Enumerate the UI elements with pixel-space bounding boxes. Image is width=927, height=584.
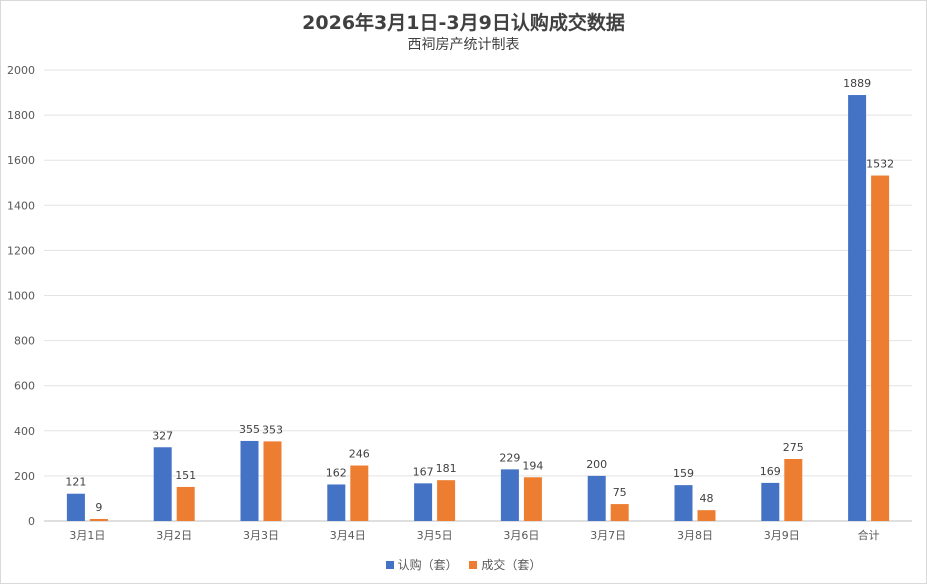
bar-deal[interactable] bbox=[697, 510, 716, 521]
bar-deal[interactable] bbox=[610, 504, 629, 521]
data-label: 200 bbox=[586, 458, 607, 471]
y-tick-label: 2000 bbox=[7, 64, 35, 77]
y-tick-label: 1800 bbox=[7, 109, 35, 122]
data-label: 355 bbox=[239, 423, 260, 436]
bar-deal[interactable] bbox=[350, 465, 369, 521]
legend-item-subscribe[interactable]: 认购（套） bbox=[385, 556, 458, 573]
x-tick-label: 3月2日 bbox=[156, 529, 192, 542]
data-label: 162 bbox=[326, 466, 347, 479]
x-tick-label: 3月3日 bbox=[243, 529, 279, 542]
bar-subscribe[interactable] bbox=[848, 95, 867, 521]
legend-swatch-deal bbox=[469, 560, 478, 569]
bar-subscribe[interactable] bbox=[240, 440, 259, 521]
x-tick-label: 3月5日 bbox=[417, 529, 453, 542]
x-axis: 3月1日 3月2日 3月3日 3月4日 3月5日 3月6日 3月7日 3月8日 3月9日 合计 bbox=[69, 528, 879, 542]
y-tick-label: 200 bbox=[14, 470, 35, 483]
data-label: 229 bbox=[499, 451, 520, 464]
chart-title: 2026年3月1日-3月9日认购成交数据 bbox=[302, 12, 625, 34]
bar-subscribe[interactable] bbox=[761, 482, 780, 521]
bar-subscribe[interactable] bbox=[674, 485, 693, 521]
x-tick-label: 3月1日 bbox=[69, 529, 105, 542]
data-label: 1889 bbox=[843, 77, 871, 90]
bar-subscribe[interactable] bbox=[153, 447, 172, 521]
y-tick-label: 400 bbox=[14, 425, 35, 438]
data-label: 159 bbox=[673, 467, 694, 480]
x-tick-label: 3月8日 bbox=[677, 529, 713, 542]
bar-deal[interactable] bbox=[176, 486, 195, 521]
data-label: 246 bbox=[349, 448, 370, 461]
chart-subtitle: 西祠房产统计制表 bbox=[407, 37, 520, 53]
y-tick-label: 1000 bbox=[7, 290, 35, 303]
y-axis: 0 200 400 600 800 1000 1200 1400 1600 1800 2000 bbox=[7, 64, 35, 528]
bars bbox=[66, 95, 890, 521]
bar-subscribe[interactable] bbox=[66, 493, 85, 521]
data-label: 169 bbox=[760, 465, 781, 478]
legend-item-deal[interactable]: 成交（套） bbox=[469, 556, 541, 573]
x-tick-label: 3月4日 bbox=[330, 529, 366, 542]
data-label: 151 bbox=[175, 469, 196, 482]
data-label: 194 bbox=[522, 459, 543, 472]
data-label: 327 bbox=[152, 429, 173, 442]
bar-subscribe[interactable] bbox=[587, 475, 606, 521]
data-label: 9 bbox=[95, 501, 102, 514]
y-tick-label: 800 bbox=[14, 335, 35, 348]
bar-deal[interactable] bbox=[437, 480, 456, 521]
x-tick-label: 3月6日 bbox=[503, 529, 539, 542]
data-label: 48 bbox=[700, 492, 714, 505]
bar-deal[interactable] bbox=[871, 175, 890, 521]
bar-deal[interactable] bbox=[89, 518, 108, 521]
data-label: 181 bbox=[436, 462, 457, 475]
bar-deal[interactable] bbox=[784, 458, 803, 521]
data-label: 121 bbox=[65, 476, 86, 489]
bar-subscribe[interactable] bbox=[327, 484, 346, 521]
data-label: 353 bbox=[262, 423, 283, 436]
x-tick-label: 3月7日 bbox=[590, 529, 626, 542]
legend-swatch-subscribe bbox=[385, 560, 394, 569]
bar-deal[interactable] bbox=[263, 441, 282, 521]
y-tick-label: 1400 bbox=[7, 199, 35, 212]
legend-label-subscribe: 认购（套） bbox=[397, 558, 458, 572]
legend: 认购（套） 成交（套） bbox=[0, 556, 927, 573]
x-tick-label: 3月9日 bbox=[764, 529, 800, 542]
y-tick-label: 1200 bbox=[7, 244, 35, 257]
bar-deal[interactable] bbox=[523, 477, 542, 521]
legend-label-deal: 成交（套） bbox=[481, 558, 542, 572]
data-label: 167 bbox=[413, 465, 434, 478]
data-label: 75 bbox=[613, 486, 627, 499]
gridlines bbox=[44, 69, 912, 522]
data-label: 275 bbox=[783, 441, 804, 454]
x-tick-label: 合计 bbox=[858, 528, 880, 542]
y-tick-label: 1600 bbox=[7, 154, 35, 167]
y-tick-label: 600 bbox=[14, 380, 35, 393]
bar-subscribe[interactable] bbox=[500, 469, 519, 521]
bar-subscribe[interactable] bbox=[414, 483, 433, 521]
data-label: 1532 bbox=[866, 158, 894, 171]
y-tick-label: 0 bbox=[28, 515, 35, 528]
